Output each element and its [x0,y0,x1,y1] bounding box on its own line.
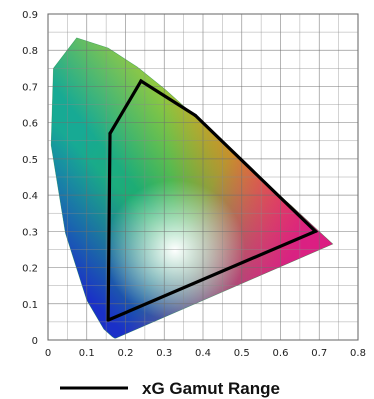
x-tick-label: 0.7 [311,348,327,359]
y-tick-label: 0.8 [22,46,38,57]
y-tick-label: 0.5 [22,155,38,166]
x-tick-label: 0.1 [79,348,95,359]
series-point [106,318,110,322]
y-tick-label: 0.4 [22,191,38,202]
series-line-gamut [106,78,319,322]
legend-label: xG Gamut Range [142,379,280,398]
y-tick-label: 0.9 [22,10,38,21]
y-tick-label: 0.3 [22,227,38,238]
legend: xG Gamut Range [60,379,280,398]
x-axis-ticks: 0 0.1 0.2 0.3 0.4 0.5 0.6 0.7 0.8 [45,348,366,359]
y-tick-label: 0 [32,336,38,347]
x-tick-label: 0.6 [273,348,289,359]
series-layer [106,78,319,322]
y-tick-label: 0.7 [22,82,38,93]
y-tick-label: 0.6 [22,119,38,130]
x-tick-label: 0.5 [234,348,250,359]
y-tick-label: 0.2 [22,264,38,275]
y-tick-label: 0.1 [22,300,38,311]
x-tick-label: 0.3 [156,348,172,359]
series-point [313,229,317,233]
x-tick-label: 0.8 [350,348,366,359]
x-tick-label: 0 [45,348,51,359]
y-axis-ticks: 0 0.1 0.2 0.3 0.4 0.5 0.6 0.7 0.8 0.9 [22,10,38,347]
series-point [139,79,143,83]
x-tick-label: 0.2 [118,348,134,359]
locus-outline [50,37,334,339]
x-tick-label: 0.4 [195,348,211,359]
series-point [108,131,112,136]
series-point [193,113,197,118]
